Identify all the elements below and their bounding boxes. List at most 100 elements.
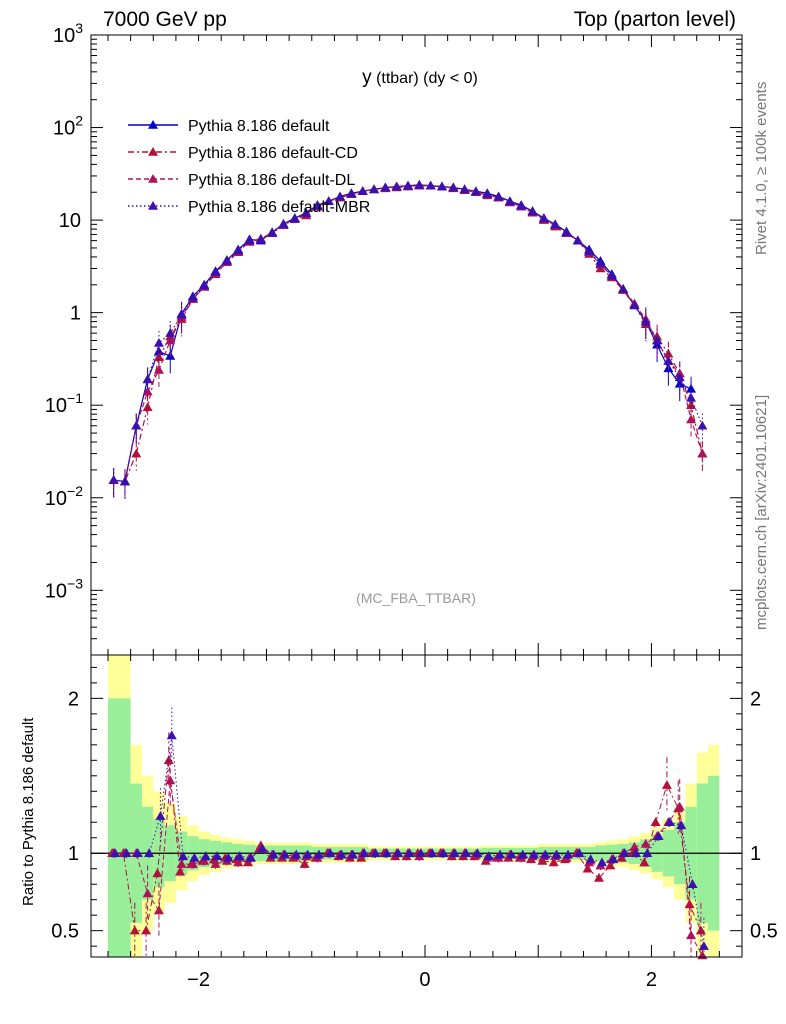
ratio-point	[132, 848, 143, 857]
ratio-point	[695, 925, 706, 935]
data-point	[686, 392, 697, 402]
ratio-point	[427, 848, 438, 857]
series-2	[108, 180, 708, 499]
data-point	[459, 184, 470, 194]
ratio-point	[563, 849, 574, 859]
legend-label: Pythia 8.186 default-DL	[188, 172, 355, 189]
data-point	[697, 448, 708, 458]
ratio-point	[178, 851, 189, 861]
ratio-point	[415, 848, 426, 857]
ratio-point	[639, 857, 650, 867]
legend-marker	[148, 120, 158, 129]
ratio-point	[166, 730, 177, 740]
header-left: 7000 GeV pp	[103, 8, 227, 31]
data-point	[153, 338, 164, 347]
data-point	[165, 328, 176, 337]
y-tick-label: 10−1	[45, 390, 83, 417]
ratio-point	[404, 848, 415, 857]
data-point	[493, 191, 504, 201]
side-label-upper: Rivet 4.1.0, ≥ 100k events	[753, 81, 770, 255]
plot-title-main: y	[362, 67, 372, 88]
data-point	[674, 372, 685, 382]
ratio-point	[110, 848, 121, 857]
ratio-point	[540, 849, 551, 859]
data-point	[504, 196, 515, 206]
ratio-point	[495, 849, 506, 859]
ratio-point	[291, 849, 302, 859]
ratio-point	[210, 859, 221, 868]
ratio-point	[381, 848, 392, 857]
ratio-y-tick-label: 1	[68, 843, 79, 865]
ratio-point	[676, 820, 687, 830]
ratio-point	[593, 873, 604, 882]
ratio-point	[257, 843, 268, 853]
data-point	[629, 300, 640, 310]
ratio-point	[199, 855, 210, 865]
ratio-point	[279, 849, 290, 859]
series-line	[113, 185, 703, 483]
ratio-point	[548, 857, 559, 867]
data-point	[278, 219, 289, 229]
y-tick-label: 1	[70, 303, 81, 325]
data-point	[448, 182, 459, 192]
ratio-point	[176, 859, 187, 868]
ratio-point	[233, 857, 244, 867]
legend-label: Pythia 8.186 default	[188, 118, 330, 135]
data-point	[108, 475, 119, 484]
data-point	[663, 356, 674, 365]
data-point	[233, 245, 244, 255]
data-point	[550, 219, 561, 229]
ratio-point	[268, 849, 279, 859]
ratio-point	[674, 801, 685, 811]
y-tick-label: 10−3	[45, 575, 83, 602]
data-point	[210, 266, 221, 276]
ratio-point	[449, 848, 460, 857]
ratio-point	[537, 855, 548, 865]
data-point	[357, 186, 368, 195]
data-point	[187, 292, 198, 302]
data-point	[335, 191, 346, 201]
data-point	[595, 258, 606, 268]
ratio-point	[640, 838, 651, 848]
data-point	[584, 246, 595, 256]
data-point	[380, 182, 391, 192]
legend-label: Pythia 8.186 default-MBR	[188, 199, 370, 216]
x-ticks: −2 0 2	[107, 35, 720, 991]
ratio-point	[200, 851, 211, 861]
ratio-point	[687, 879, 698, 888]
ratio-point	[605, 860, 616, 870]
x-tick-label: 0	[419, 969, 430, 991]
data-point	[606, 270, 617, 280]
data-point	[289, 213, 300, 223]
ratio-point	[653, 831, 664, 840]
data-point	[618, 284, 629, 293]
data-point	[640, 316, 651, 326]
ratio-point	[175, 866, 186, 876]
ratio-point	[356, 852, 367, 862]
plot-title: y (ttbar) (dy < 0)	[300, 67, 540, 89]
ratio-point	[234, 851, 245, 861]
data-point	[176, 309, 187, 319]
legend-marker	[148, 147, 158, 156]
data-point	[142, 386, 153, 396]
data-point	[686, 383, 697, 393]
ratio-ylabel: Ratio to Pythia 8.186 default	[20, 717, 37, 906]
data-point	[131, 448, 142, 458]
watermark: (MC_FBA_TTBAR)	[356, 590, 476, 606]
ratio-point	[529, 849, 540, 859]
data-point	[516, 200, 527, 210]
ratio-point	[551, 849, 562, 859]
data-point	[153, 352, 164, 361]
ratio-point	[629, 842, 640, 851]
x-tick-label: −2	[187, 969, 210, 991]
ratio-point	[336, 849, 347, 859]
green-band	[107, 698, 131, 957]
ratio-point	[506, 849, 517, 859]
y-ticks-ratio: 0.5 0.5 1 1 2 2	[51, 666, 778, 947]
y-tick-label: 10−2	[45, 483, 83, 510]
ratio-point	[121, 848, 132, 857]
data-point	[686, 400, 697, 409]
data-point	[697, 420, 708, 430]
ratio-point	[359, 848, 370, 857]
